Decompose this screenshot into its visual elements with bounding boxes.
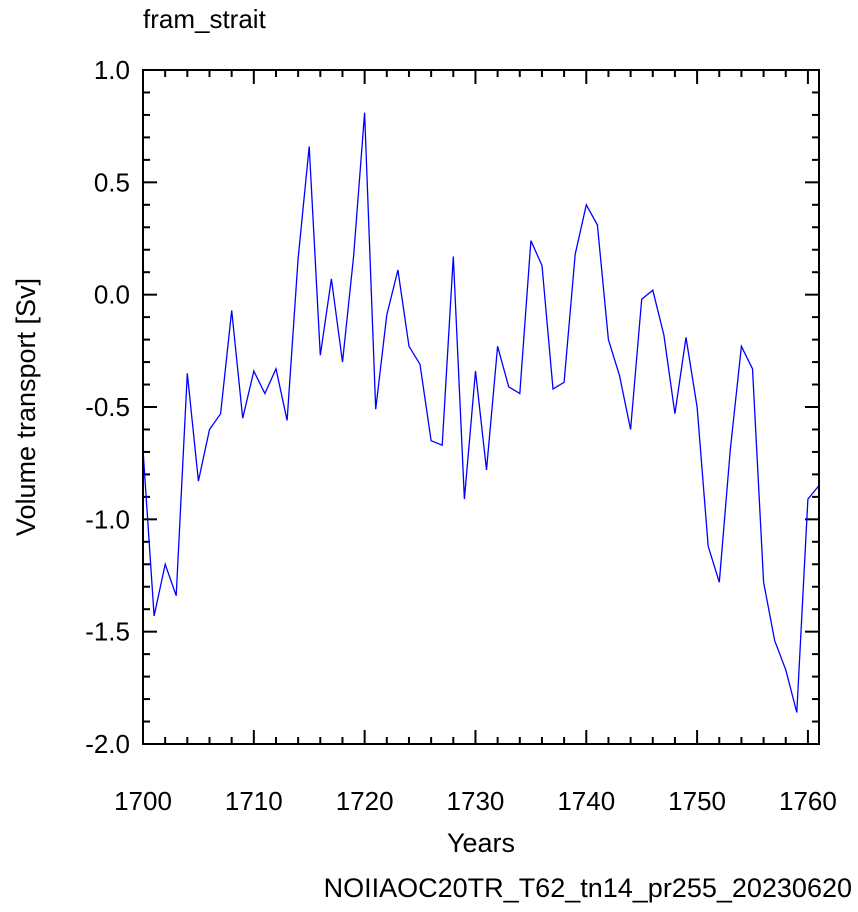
x-axis-label: Years [447,828,515,858]
x-tick-label: 1720 [336,786,394,816]
y-tick-label: -2.0 [85,729,130,759]
y-tick-label: 0.5 [94,167,130,197]
x-tick-label: 1730 [447,786,505,816]
series-line [142,112,820,713]
x-tick-label: 1700 [114,786,172,816]
x-tick-labels: 1700 1710 1720 1730 1740 1750 1760 [114,786,837,816]
y-tick-label: -1.5 [85,617,130,647]
axis-ticks [142,69,819,745]
y-tick-label: -0.5 [85,392,130,422]
y-axis-label: Volume transport [Sv] [11,278,41,536]
x-tick-label: 1740 [557,786,615,816]
x-tick-label: 1750 [668,786,726,816]
y-tick-label: 1.0 [94,55,130,85]
x-tick-label: 1760 [779,786,837,816]
y-tick-labels: -2.0 -1.5 -1.0 -0.5 0.0 0.5 1.0 [85,55,130,759]
footer-label: NOIIAOC20TR_T62_tn14_pr255_20230620 [324,873,852,903]
plot-frame [142,69,820,745]
chart-title: fram_strait [143,4,267,34]
x-tick-label: 1710 [225,786,283,816]
y-tick-label: 0.0 [94,280,130,310]
y-tick-label: -1.0 [85,504,130,534]
